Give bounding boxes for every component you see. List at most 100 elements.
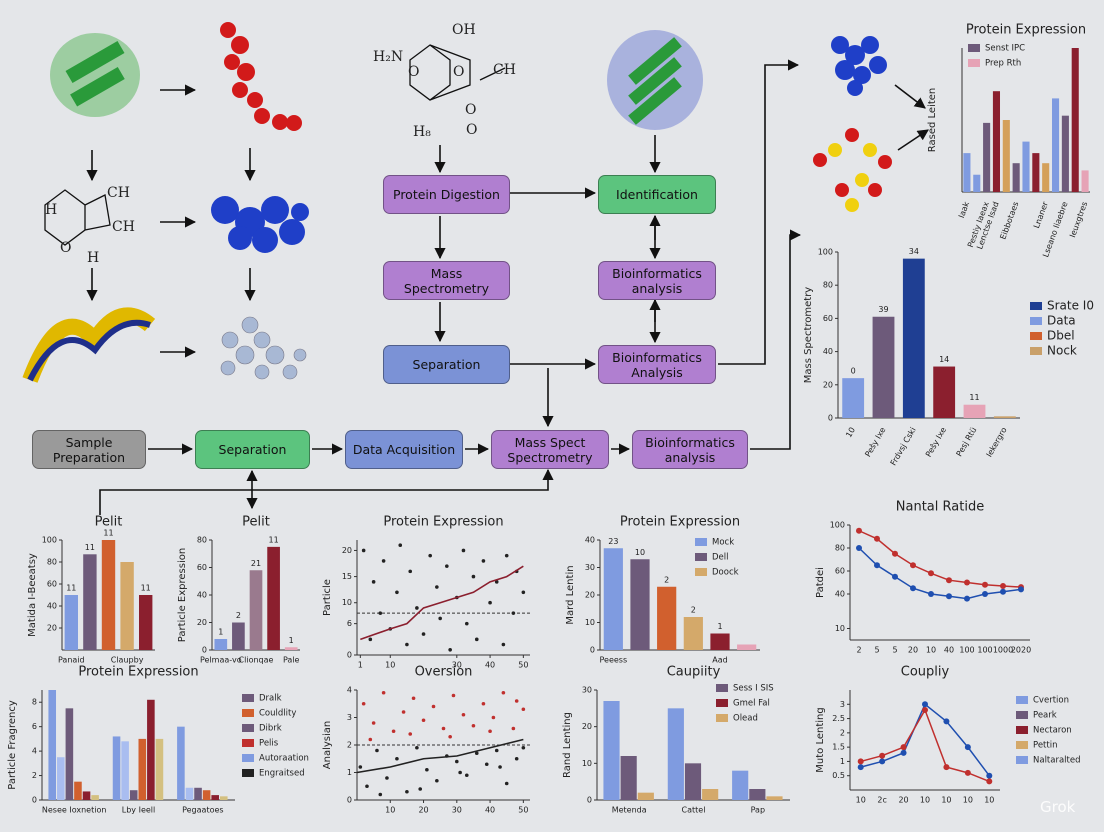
x-tick-label: 50 <box>518 661 528 670</box>
molecules: H₂N OH O O CH O H₈ O CH H O CH H <box>22 22 892 383</box>
x-tick-label: 20 <box>418 806 428 815</box>
point <box>474 637 479 642</box>
x-tick-label: Iekergro <box>985 426 1009 459</box>
point <box>910 562 916 569</box>
point <box>1018 586 1024 593</box>
value-label: 23 <box>608 537 618 546</box>
point <box>874 535 880 542</box>
y-tick-label: 0 <box>347 651 352 660</box>
value-label: 2 <box>691 606 696 615</box>
bar <box>973 174 981 192</box>
x-tick-label: Panaid <box>58 656 85 665</box>
bar <box>963 404 986 418</box>
atom-label: H <box>45 202 57 218</box>
y-tick-label: 3 <box>347 713 352 722</box>
bar <box>603 548 623 650</box>
atom-label: O <box>465 102 476 118</box>
legend-label: Dralk <box>259 694 282 704</box>
point <box>471 574 476 579</box>
bar <box>1042 163 1050 192</box>
x-tick-label: Pegaatoes <box>182 806 223 815</box>
point <box>398 543 403 548</box>
legend-label: Olead <box>733 714 758 724</box>
bar <box>74 781 82 800</box>
legend-swatch <box>1030 302 1042 310</box>
y-tick-label: 20 <box>342 546 352 555</box>
legend-swatch <box>242 754 254 762</box>
bar <box>667 708 684 800</box>
y-tick-label: 0 <box>828 414 833 423</box>
trend-line <box>356 738 524 774</box>
point <box>474 751 479 756</box>
point <box>946 593 952 600</box>
x-tick-label: 10 <box>963 796 973 805</box>
legend-label: Prep Rth <box>985 59 1021 69</box>
legend-label: Gmel Fal <box>733 699 770 709</box>
bar <box>267 546 280 650</box>
point <box>368 637 373 642</box>
x-tick-label: 30 <box>452 806 462 815</box>
x-tick-label: 2020 <box>1011 646 1031 655</box>
point <box>514 756 519 761</box>
x-tick-label: 100 <box>977 646 992 655</box>
x-tick-label: 10 <box>385 806 395 815</box>
legend-swatch <box>1016 726 1028 734</box>
bar <box>637 792 654 800</box>
bar <box>1022 141 1030 192</box>
bar <box>620 756 637 800</box>
x-tick-label: 40 <box>485 661 495 670</box>
bar <box>993 416 1016 418</box>
y-tick-label: 10 <box>585 618 595 627</box>
point <box>943 764 950 771</box>
x-tick-label: 50 <box>518 806 528 815</box>
bar <box>657 586 677 650</box>
flow-node: Data Acquisition <box>345 430 463 469</box>
flow-node: Sample Preparation <box>32 430 146 469</box>
point <box>964 579 970 586</box>
bar <box>710 633 730 650</box>
flow-node: Identification <box>598 175 716 214</box>
y-tick-label: 80 <box>197 536 207 545</box>
point <box>856 545 862 551</box>
bar <box>1032 153 1040 192</box>
y-tick-label: 1 <box>840 757 845 766</box>
bar <box>138 738 147 800</box>
point <box>461 548 466 553</box>
point <box>381 559 386 563</box>
x-tick-label: 2c <box>877 796 887 805</box>
y-tick-label: 6 <box>32 722 37 731</box>
bar <box>155 738 164 800</box>
bar <box>64 595 78 650</box>
bar <box>219 796 228 800</box>
point <box>445 564 449 568</box>
y-tick-label: 6 <box>347 619 352 628</box>
legend-label: Nock <box>1047 344 1077 358</box>
point <box>415 606 419 610</box>
point <box>1000 588 1006 595</box>
point <box>946 577 952 584</box>
bar <box>1051 98 1060 192</box>
point <box>371 580 376 584</box>
point <box>504 553 509 558</box>
legend-swatch <box>695 538 707 546</box>
point <box>405 642 409 647</box>
point <box>435 778 439 783</box>
point <box>910 585 916 592</box>
line <box>858 530 1022 588</box>
bar <box>121 741 129 800</box>
bar <box>872 316 895 418</box>
y-tick-label: 60 <box>835 567 845 576</box>
y-tick-label: 40 <box>47 602 57 611</box>
point <box>391 729 396 734</box>
bar <box>83 554 97 650</box>
bar <box>933 366 956 418</box>
value-label: 34 <box>909 247 919 256</box>
bar <box>963 153 971 192</box>
x-tick-label: 10 <box>984 796 994 805</box>
point <box>494 748 499 753</box>
bar <box>82 791 91 800</box>
bar <box>147 699 155 800</box>
point <box>511 611 516 615</box>
bar <box>194 787 202 800</box>
